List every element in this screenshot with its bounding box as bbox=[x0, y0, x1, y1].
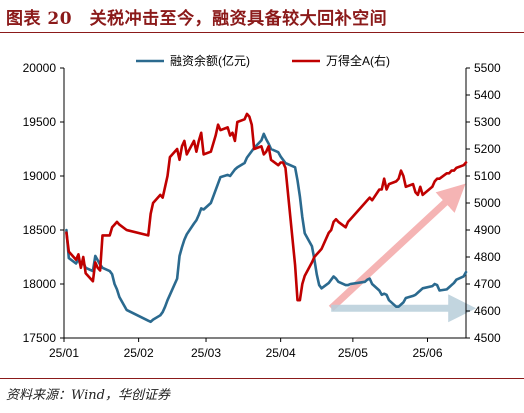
title-divider bbox=[0, 32, 524, 33]
chart-container: 17500 18000 18500 19000 19500 20000 4500 4600 47… bbox=[0, 34, 524, 376]
annotation-layer bbox=[328, 183, 477, 323]
y-left-tick-label: 17500 bbox=[23, 331, 57, 345]
y-left-tick-label: 19000 bbox=[23, 169, 57, 183]
title-bar: 图表 20 关税冲击至今，融资具备较大回补空间 bbox=[0, 0, 524, 32]
series-line-margin-balance bbox=[65, 132, 468, 324]
series-layer bbox=[65, 112, 468, 324]
y-right-tick-label: 4900 bbox=[474, 223, 501, 237]
y-right-tick-label: 5500 bbox=[474, 61, 501, 75]
y-right-tick-label: 5100 bbox=[474, 169, 501, 183]
x-tick-label: 25/03 bbox=[191, 346, 221, 360]
y-left-tick-label: 20000 bbox=[23, 61, 57, 75]
source-note: 资料来源：Wind，华创证券 bbox=[6, 388, 170, 403]
y-right-tick-label: 4500 bbox=[474, 331, 501, 345]
source-divider bbox=[0, 378, 524, 379]
y-right-tick-label: 4800 bbox=[474, 250, 501, 264]
y-left-tick-label: 18000 bbox=[23, 277, 57, 291]
y-right-tick-label: 5300 bbox=[474, 115, 501, 129]
y-right-tick-label: 5200 bbox=[474, 142, 501, 156]
legend-label-wind-a-index: 万得全A(右) bbox=[326, 53, 390, 68]
x-tick-label: 25/06 bbox=[412, 346, 442, 360]
chart-title: 图表 20 关税冲击至今，融资具备较大回补空间 bbox=[6, 9, 388, 29]
y-right-tick-label: 4700 bbox=[474, 277, 501, 291]
x-tick-label: 25/02 bbox=[124, 346, 154, 360]
x-tick-label: 25/04 bbox=[266, 346, 296, 360]
legend-label-margin-balance: 融资余额(亿元) bbox=[170, 53, 250, 68]
y-right-tick-label: 5400 bbox=[474, 88, 501, 102]
upward-trend-arrow bbox=[328, 183, 466, 311]
chart-svg: 17500 18000 18500 19000 19500 20000 4500 4600 47… bbox=[23, 53, 501, 360]
y-left-tick-label: 19500 bbox=[23, 115, 57, 129]
series-line-wind-a-index bbox=[65, 112, 468, 302]
y-right-tick-label: 4600 bbox=[474, 304, 501, 318]
legend: 融资余额(亿元) 万得全A(右) bbox=[136, 53, 390, 68]
x-tick-label: 25/05 bbox=[338, 346, 368, 360]
y-left-tick-label: 18500 bbox=[23, 223, 57, 237]
axes-layer: 17500 18000 18500 19000 19500 20000 4500 4600 47… bbox=[23, 61, 501, 360]
x-tick-label: 25/01 bbox=[49, 346, 79, 360]
y-right-tick-label: 5000 bbox=[474, 196, 501, 210]
